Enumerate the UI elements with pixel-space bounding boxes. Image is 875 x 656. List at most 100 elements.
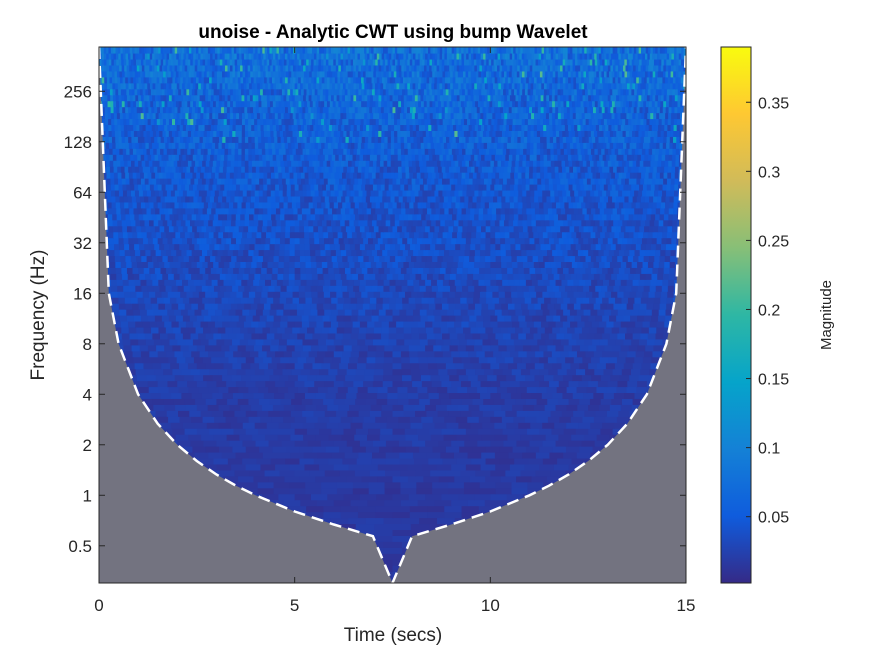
heatmap-cell — [350, 178, 355, 185]
heatmap-cell — [130, 219, 136, 227]
heatmap-cell — [347, 285, 354, 292]
heatmap-cell — [379, 201, 385, 209]
heatmap-cell — [466, 297, 474, 304]
heatmap-cell — [248, 225, 254, 233]
heatmap-cell — [167, 178, 173, 185]
heatmap-cell — [608, 297, 616, 304]
heatmap-cell — [508, 309, 516, 316]
heatmap-cell — [407, 475, 424, 483]
heatmap-cell — [314, 326, 323, 334]
heatmap-cell — [480, 231, 487, 239]
heatmap-cell — [275, 183, 280, 191]
heatmap-cell — [518, 315, 526, 322]
heatmap-cell — [455, 243, 461, 251]
heatmap-cell — [280, 225, 286, 233]
heatmap-cell — [594, 368, 605, 376]
heatmap-cell — [474, 207, 480, 215]
heatmap-cell — [222, 392, 234, 399]
heatmap-cell — [274, 392, 285, 399]
heatmap-cell — [311, 273, 319, 280]
heatmap-cell — [254, 201, 259, 209]
heatmap-cell — [466, 231, 472, 239]
heatmap-cell — [378, 189, 384, 197]
heatmap-cell — [317, 350, 327, 358]
heatmap-cell — [448, 315, 456, 322]
heatmap-cell — [351, 249, 358, 257]
heatmap-cell — [344, 243, 351, 251]
heatmap-cell — [639, 201, 645, 209]
heatmap-cell — [487, 178, 493, 185]
heatmap-cell — [484, 279, 491, 286]
heatmap-cell — [279, 183, 284, 191]
heatmap-cell — [317, 291, 325, 298]
heatmap-cell — [311, 267, 318, 274]
heatmap-cell — [570, 320, 578, 328]
heatmap-cell — [409, 505, 428, 513]
heatmap-cell — [626, 261, 633, 268]
heatmap-cell — [443, 249, 450, 257]
heatmap-cell — [315, 475, 332, 483]
heatmap-cell — [319, 172, 324, 179]
heatmap-cell — [273, 255, 280, 262]
heatmap-cell — [435, 207, 441, 215]
heatmap-cell — [386, 273, 394, 280]
heatmap-cell — [425, 493, 443, 501]
heatmap-cell — [573, 410, 586, 417]
heatmap-cell — [587, 195, 593, 203]
heatmap-cell — [511, 255, 518, 262]
heatmap-cell — [614, 189, 619, 197]
heatmap-cell — [460, 469, 476, 477]
heatmap-cell — [358, 350, 368, 358]
heatmap-cell — [294, 237, 301, 245]
heatmap-cell — [278, 344, 288, 352]
heatmap-cell — [503, 219, 510, 227]
heatmap-cell — [224, 350, 234, 358]
heatmap-cell — [141, 398, 153, 405]
heatmap-cell — [316, 320, 325, 328]
heatmap-cell — [600, 243, 607, 251]
heatmap-cell — [340, 416, 353, 423]
heatmap-cell — [342, 279, 349, 286]
heatmap-cell — [254, 243, 261, 251]
heatmap-cell — [396, 178, 401, 185]
heatmap-cell — [647, 207, 653, 215]
heatmap-cell — [647, 261, 654, 268]
heatmap-cell — [646, 338, 656, 346]
heatmap-cell — [352, 273, 359, 280]
heatmap-cell — [640, 332, 649, 340]
heatmap-cell — [262, 178, 268, 185]
heatmap-cell — [400, 183, 405, 191]
heatmap-cell — [149, 320, 158, 328]
heatmap-cell — [383, 207, 389, 215]
heatmap-cell — [113, 237, 120, 245]
heatmap-cell — [269, 398, 282, 405]
heatmap-cell — [604, 309, 612, 316]
heatmap-cell — [602, 178, 607, 185]
heatmap-cell — [508, 362, 518, 370]
heatmap-cell — [418, 326, 427, 334]
heatmap-cell — [605, 273, 612, 280]
heatmap-cell — [442, 172, 448, 179]
heatmap-cell — [639, 338, 648, 346]
heatmap-cell — [490, 428, 504, 435]
heatmap-cell — [174, 309, 182, 316]
heatmap-cell — [465, 428, 479, 435]
heatmap-cell — [608, 279, 616, 286]
heatmap-cell — [231, 315, 240, 322]
heatmap-cell — [606, 201, 612, 209]
heatmap-cell — [234, 410, 247, 417]
heatmap-cell — [168, 416, 181, 423]
heatmap-cell — [504, 225, 510, 233]
heatmap-cell — [417, 320, 426, 328]
heatmap-cell — [480, 285, 487, 292]
heatmap-cell — [255, 380, 266, 388]
heatmap-cell — [596, 326, 605, 334]
heatmap-cell — [505, 213, 511, 221]
heatmap-cell — [558, 380, 570, 388]
heatmap-cell — [365, 279, 373, 286]
heatmap-cell — [384, 481, 402, 489]
heatmap-cell — [625, 178, 630, 185]
heatmap-cell — [323, 303, 331, 310]
heatmap-cell — [529, 267, 536, 274]
heatmap-cell — [371, 201, 377, 209]
